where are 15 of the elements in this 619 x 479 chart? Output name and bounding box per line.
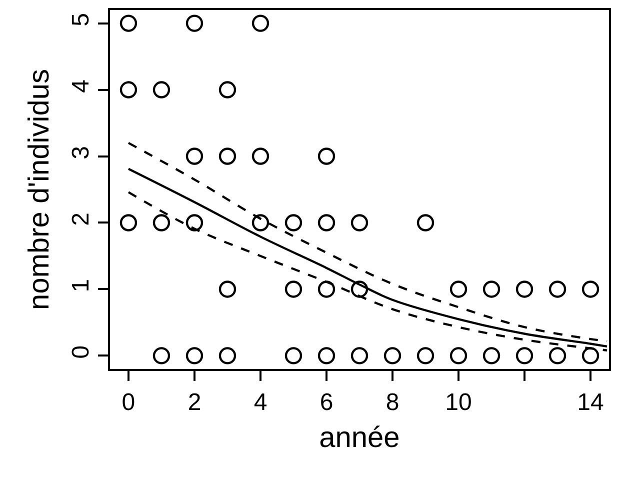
y-tick-label: 2 <box>67 212 94 226</box>
y-tick-label: 0 <box>67 345 94 359</box>
x-tick-label: 2 <box>188 388 202 416</box>
y-tick-label: 4 <box>67 80 94 93</box>
y-tick-label: 3 <box>67 146 94 160</box>
x-tick-label: 4 <box>254 388 268 416</box>
y-tick-label: 5 <box>67 13 94 26</box>
x-tick-label: 8 <box>386 388 400 416</box>
y-tick-label: 1 <box>67 278 94 292</box>
x-tick-label: 0 <box>122 388 136 416</box>
x-tick-label: 14 <box>577 388 604 416</box>
x-axis-title: année <box>319 422 400 454</box>
x-tick-label: 10 <box>445 388 472 416</box>
x-tick-label: 6 <box>320 388 334 416</box>
y-axis-title: nombre d'individus <box>23 69 56 310</box>
